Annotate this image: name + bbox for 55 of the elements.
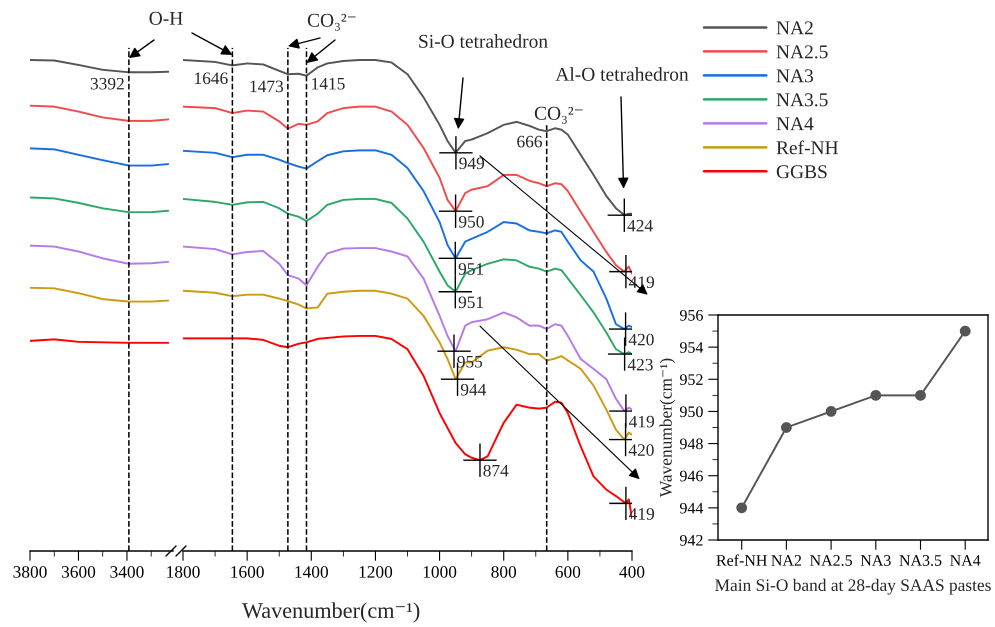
x-tick-label: NA2.5 (810, 555, 852, 566)
x-tick-label: 3800 (13, 566, 47, 578)
ref-line-label: 1415 (312, 78, 345, 90)
annotation: CO₃²⁻ (534, 106, 583, 124)
x-tick-label: 1000 (424, 566, 456, 578)
ref-line-label: 1473 (250, 80, 284, 92)
x-tick-label: NA3 (860, 555, 891, 566)
x-tick-label: Ref-NH (716, 554, 767, 566)
annotation: 424 (627, 220, 653, 232)
legend-label: Ref-NH (776, 140, 838, 154)
y-axis-title: Wavenumber(cm⁻¹) (660, 358, 676, 498)
annotation: 950 (458, 216, 484, 228)
legend-label: NA3.5 (776, 93, 828, 106)
x-tick-label: 1400 (295, 566, 328, 578)
x-tick-label: 800 (491, 566, 516, 578)
legend-label: NA2 (776, 21, 813, 34)
x-tick-label: 1600 (231, 566, 264, 578)
x-tick-label: NA3.5 (899, 555, 942, 566)
y-tick-label: 950 (680, 406, 703, 418)
legend-label: NA4 (776, 117, 814, 130)
y-tick-label: 942 (680, 534, 703, 546)
annotation: 419 (629, 416, 654, 428)
annotation: 944 (460, 384, 486, 396)
text: CO₃²⁻ (308, 14, 356, 31)
x-tick-label: 3600 (62, 566, 96, 578)
x-tick-label: NA4 (950, 555, 980, 566)
legend-label: NA2.5 (776, 45, 828, 58)
annotation: 420 (628, 334, 654, 346)
x-axis-title: Wavenumber(cm⁻¹) (242, 602, 420, 623)
x-tick-label: 600 (556, 566, 580, 578)
y-tick-label: 946 (680, 470, 703, 482)
y-tick-label: 954 (680, 342, 704, 353)
x-tick-label: 400 (619, 566, 644, 578)
y-tick-label: 944 (680, 502, 704, 514)
annotation: 951 (458, 296, 484, 308)
ref-line-label: 666 (517, 136, 542, 148)
legend-label: NA3 (776, 69, 814, 82)
x-tick-label: 3400 (110, 566, 144, 578)
annotation: 423 (628, 358, 653, 370)
legend-label: GGBS (776, 165, 827, 178)
x-tick-label: 1200 (360, 566, 392, 578)
ref-line-label: 1646 (195, 72, 228, 84)
text: O-H (150, 12, 183, 25)
y-tick-label: 952 (680, 374, 703, 385)
x-tick-label: 1800 (167, 566, 200, 578)
annotation: 949 (459, 158, 484, 170)
y-tick-label: 948 (680, 438, 703, 450)
text: Si-O tetrahedron (419, 34, 548, 48)
y-tick-label: 956 (680, 310, 703, 321)
x-axis-title: Main Si-O band at 28-day SAAS pastes (715, 578, 991, 595)
x-tick-label: NA2 (771, 555, 802, 566)
annotation: Al-O tetrahedron (556, 67, 688, 81)
annotation: 420 (628, 444, 654, 456)
ref-line-label: 3392 (90, 78, 124, 90)
annotation: 874 (483, 464, 509, 477)
